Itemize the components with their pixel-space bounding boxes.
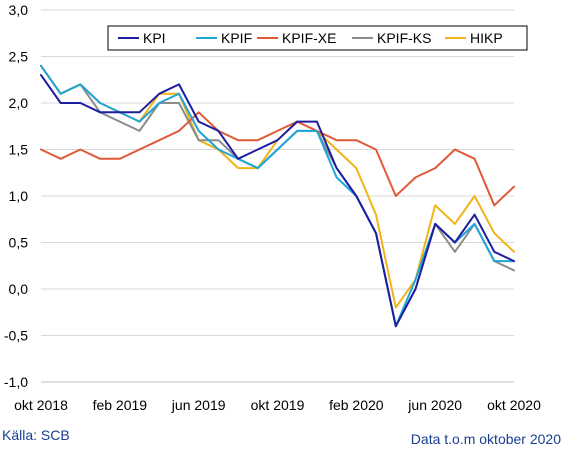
- y-tick-label: 0,0: [9, 281, 29, 297]
- y-tick-label: 2,0: [9, 95, 29, 111]
- legend-label-kpif-xe: KPIF-XE: [282, 30, 336, 46]
- y-tick-label: -0,5: [4, 328, 28, 344]
- series-line-kpif-xe: [40, 111, 515, 207]
- x-tick-label: feb 2019: [93, 397, 148, 413]
- y-tick-label: -1,0: [4, 374, 28, 390]
- x-tick-label: feb 2020: [329, 397, 384, 413]
- y-tick-label: 1,0: [9, 188, 29, 204]
- legend: KPI KPIF KPIF-XE KPIF-KS HIKP: [107, 25, 528, 51]
- x-tick-label: okt 2019: [251, 397, 305, 413]
- series-line-kpi: [40, 74, 515, 328]
- source-note: Källa: SCB: [2, 427, 70, 443]
- legend-label-kpif-ks: KPIF-KS: [377, 30, 431, 46]
- x-tick-label: okt 2018: [14, 397, 68, 413]
- series-lines: [40, 64, 515, 328]
- data-range-note: Data t.o.m oktober 2020: [410, 431, 561, 447]
- y-axis-ticks: 3,0 2,5 2,0 1,5 1,0 0,5 0,0 -0,5 -1,0: [4, 2, 28, 390]
- x-tick-label: jun 2019: [171, 397, 226, 413]
- x-axis-ticks: okt 2018 feb 2019 jun 2019 okt 2019 feb 2020…: [14, 397, 541, 413]
- legend-label-hikp: HIKP: [470, 30, 503, 46]
- y-tick-label: 2,5: [9, 49, 29, 65]
- legend-label-kpif: KPIF: [221, 30, 252, 46]
- y-tick-label: 3,0: [9, 2, 29, 18]
- y-tick-label: 1,5: [9, 142, 29, 158]
- legend-label-kpi: KPI: [143, 30, 166, 46]
- series-line-hikp: [40, 64, 515, 309]
- gridlines: [41, 9, 514, 383]
- x-tick-label: jun 2020: [407, 397, 462, 413]
- y-tick-label: 0,5: [9, 235, 29, 251]
- x-tick-label: okt 2020: [487, 397, 541, 413]
